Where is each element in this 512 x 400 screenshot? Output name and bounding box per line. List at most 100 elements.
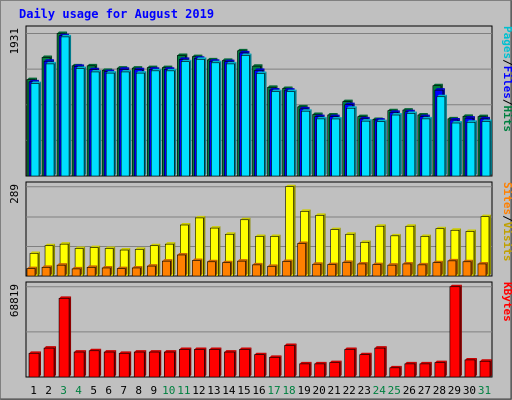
bar-sites <box>417 264 427 277</box>
bar-files-top <box>104 69 115 72</box>
bar-kbytes-top <box>89 348 102 351</box>
bar-sites-side <box>410 261 413 276</box>
bar-visits-top <box>270 234 281 237</box>
bar-sites-side <box>455 258 458 276</box>
bar-kbytes-side <box>54 346 57 377</box>
bar-pages-top <box>196 57 207 60</box>
bar-kbytes-top <box>359 352 372 355</box>
x-tick-label: 31 <box>478 384 491 397</box>
bar-pages <box>346 107 355 177</box>
bar-kbytes-top <box>179 347 192 350</box>
legend-entry: Hits <box>501 106 512 133</box>
bar-pages <box>105 72 115 177</box>
y-max-label: 68819 <box>8 284 21 317</box>
bar-kbytes-top <box>164 350 177 353</box>
bar-pages <box>120 71 130 177</box>
bar-sites <box>447 260 457 277</box>
bar-kbytes <box>194 349 205 378</box>
bar-pages-side <box>369 119 372 176</box>
bar-pages-side <box>84 66 87 176</box>
bar-kbytes-top <box>419 361 432 364</box>
bar-files-top <box>254 68 265 71</box>
bar-visits-side <box>458 228 461 276</box>
bar-kbytes-top <box>464 357 477 360</box>
bar-visits-side <box>218 226 221 276</box>
bar-hits-top <box>417 113 428 116</box>
x-tick-label: 26 <box>403 384 416 397</box>
bar-pages <box>271 91 280 177</box>
bar-visits-top <box>165 242 176 245</box>
bar-kbytes-side <box>69 296 72 377</box>
bar-kbytes-top <box>224 350 237 353</box>
bar-kbytes-side <box>129 351 132 377</box>
bar-hits-top <box>402 108 413 111</box>
bar-pages-side <box>414 111 417 176</box>
bar-kbytes <box>479 360 491 378</box>
bar-visits-top <box>390 233 401 236</box>
bar-files-top <box>374 118 385 121</box>
bar-hits-top <box>342 99 353 102</box>
bar-pages-side <box>324 116 327 176</box>
legend-label: KBytes <box>501 282 512 322</box>
bar-sites-top <box>102 265 113 268</box>
bar-sites-side <box>335 262 338 276</box>
bar-sites <box>402 263 412 277</box>
bar-pages-side <box>384 119 387 176</box>
bar-visits-side <box>68 242 71 276</box>
bar-kbytes <box>118 353 130 378</box>
bar-kbytes <box>404 363 416 378</box>
bar-pages-side <box>474 120 477 176</box>
bar-visits-top <box>225 232 236 235</box>
bar-sites-side <box>290 259 293 276</box>
bar-visits-side <box>38 251 40 276</box>
bar-sites <box>116 268 126 277</box>
bar-pages <box>481 121 491 177</box>
bar-visits-top <box>240 217 251 220</box>
bar-visits-top <box>60 242 71 245</box>
bar-files-top <box>479 116 490 119</box>
bar-pages <box>150 70 160 177</box>
bar-visits-side <box>248 217 251 276</box>
bar-kbytes <box>43 347 55 378</box>
bar-hits-top <box>252 64 263 67</box>
x-tick-label: 21 <box>328 384 341 397</box>
bar-sites-side <box>395 263 398 276</box>
bar-sites <box>387 264 397 277</box>
bar-visits-side <box>293 184 296 276</box>
bar-kbytes-top <box>434 360 447 363</box>
bar-hits-top <box>462 114 473 117</box>
bar-kbytes <box>148 351 160 378</box>
x-tick-label: 22 <box>343 384 356 397</box>
bar-sites-top <box>357 261 368 264</box>
bar-pages-side <box>204 57 207 176</box>
bar-hits-top <box>282 86 293 89</box>
bar-kbytes <box>284 345 295 378</box>
bar-kbytes-side <box>144 350 147 377</box>
bar-pages-top <box>211 60 222 63</box>
bar-visits-side <box>413 224 416 276</box>
bar-sites-side <box>215 259 218 276</box>
x-tick-label: 9 <box>150 384 157 397</box>
bar-sites-side <box>80 266 83 276</box>
bar-pages-side <box>294 89 297 176</box>
bar-files-top <box>404 109 415 112</box>
bar-visits-side <box>278 234 281 276</box>
bar-files-top <box>314 114 325 117</box>
bar-visits-top <box>195 215 206 218</box>
bar-visits-top <box>315 213 326 216</box>
bar-pages-side <box>114 71 117 176</box>
legend-entry: / <box>501 99 512 106</box>
x-tick-label: 11 <box>177 384 190 397</box>
bar-hits-top <box>297 104 308 107</box>
bar-sites <box>342 262 351 277</box>
bar-kbytes <box>73 351 85 378</box>
bar-sites-side <box>155 264 158 276</box>
bar-visits-top <box>405 224 416 227</box>
bar-hits-top <box>57 31 68 34</box>
bar-kbytes-side <box>474 357 477 377</box>
bar-visits-side <box>53 243 56 276</box>
legend-label: Pages/Files/Hits <box>501 26 512 132</box>
bar-kbytes-top <box>329 360 342 363</box>
bar-pages <box>376 121 386 177</box>
